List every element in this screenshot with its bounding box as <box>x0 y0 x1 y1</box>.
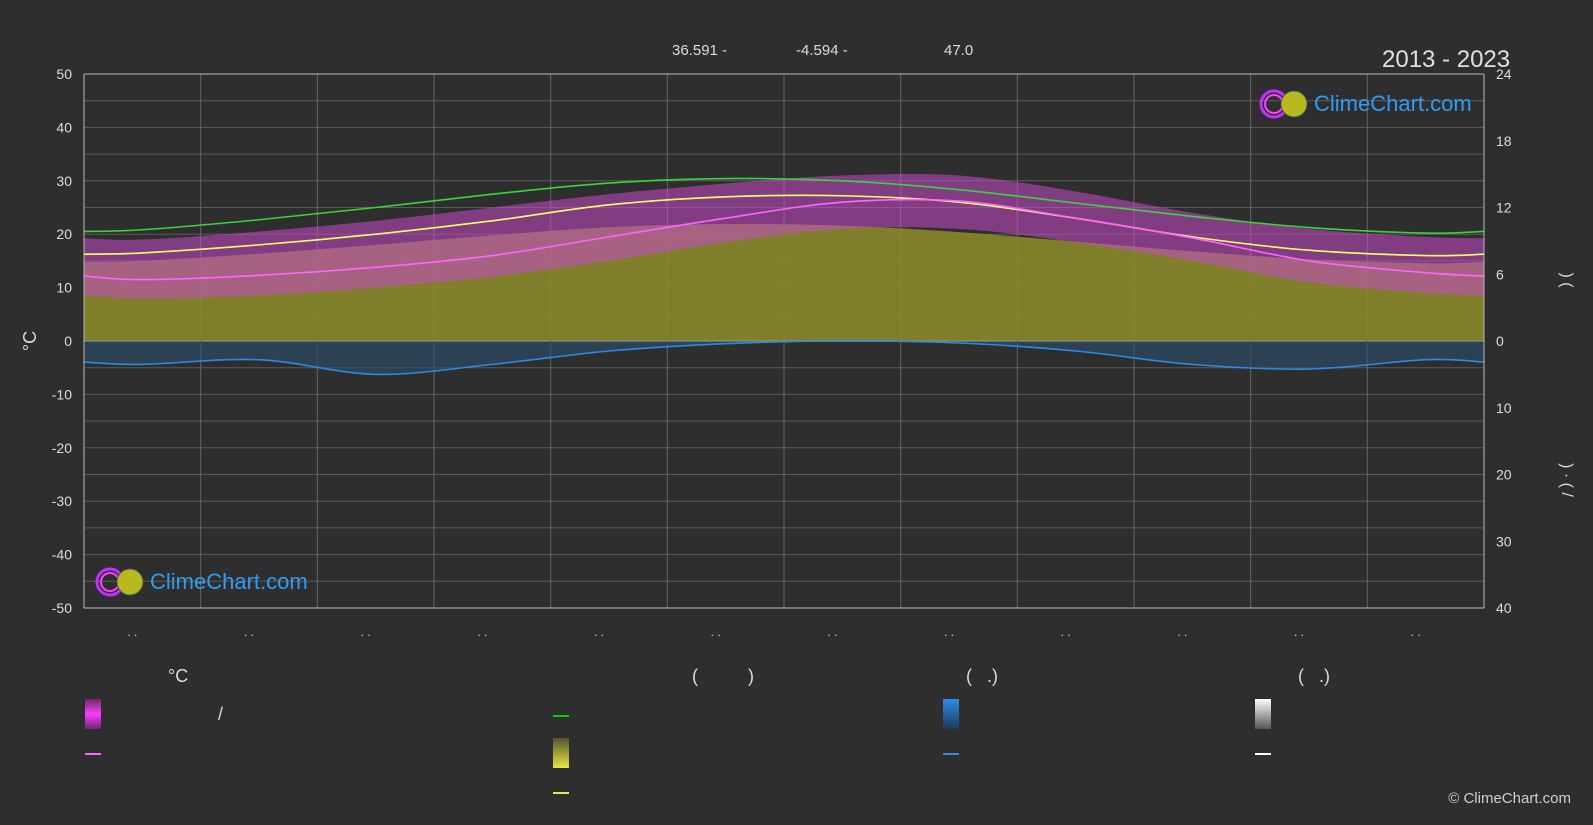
legend-rain-swatch <box>943 699 959 729</box>
y-tick-left: 40 <box>56 119 72 135</box>
climechart-logo-icon <box>1259 89 1308 119</box>
y-tick-right-hours: 12 <box>1496 200 1512 216</box>
x-tick-month: . . <box>711 625 721 639</box>
legend-rain-line <box>943 753 959 755</box>
legend-daylight-line <box>553 715 569 717</box>
legend-snow-header: ( .) <box>1298 666 1330 686</box>
rain-area <box>84 340 1484 375</box>
chart-title: 2013 - 2023 <box>1382 46 1511 73</box>
tick-labels: 50 40 30 20 10 0 -10 -20 -30 -40 -50 24 18 12 6 0 10 20 30… <box>20 66 1575 639</box>
brand-logo-bottom[interactable]: ClimeChart.com <box>94 565 354 599</box>
x-tick-month: . . <box>1177 625 1187 639</box>
y-tick-right-hours: 24 <box>1496 66 1512 82</box>
legend-mean-temp-line <box>85 753 101 755</box>
y-tick-right-precip: 20 <box>1496 467 1512 483</box>
y-tick-right-precip: 40 <box>1496 600 1512 616</box>
temperature-bands <box>84 173 1484 375</box>
y-tick-left: -30 <box>52 493 72 509</box>
series-line-rain <box>83 340 1485 376</box>
series-line-mean_temp <box>83 198 1485 281</box>
y-tick-left: -50 <box>52 600 72 616</box>
x-tick-month: . . <box>477 625 487 639</box>
y-tick-left: 30 <box>56 173 72 189</box>
y-tick-right-precip: 10 <box>1496 400 1512 416</box>
x-tick-month: . . <box>1294 625 1304 639</box>
x-tick-month: . . <box>361 625 371 639</box>
x-tick-month: . . <box>827 625 837 639</box>
x-tick-month: . . <box>944 625 954 639</box>
x-tick-month: . . <box>594 625 604 639</box>
series-line-daylight <box>83 177 1485 235</box>
y-tick-left: -10 <box>52 386 72 402</box>
y-tick-right-hours: 6 <box>1496 266 1504 282</box>
header-latitude: 36.591 - <box>672 42 728 59</box>
y-axis-label-right-lower: ) · ( / <box>1558 463 1575 497</box>
brand-name-top: ClimeChart.com <box>1314 91 1472 116</box>
legend-sunshine-swatch <box>553 738 569 768</box>
header-elevation: 47.0 <box>944 42 974 59</box>
series-line-max_temp <box>83 194 1485 257</box>
legend-temp-range-swatch <box>85 699 101 729</box>
temperature-range-band <box>84 173 1484 299</box>
x-tick-month: . . <box>244 625 254 639</box>
legend-snow-line <box>1255 753 1271 755</box>
legend-temp-header: °C <box>168 666 189 686</box>
x-tick-month: . . <box>1061 625 1071 639</box>
copyright: © ClimeChart.com <box>1448 790 1571 807</box>
legend-slash: / <box>218 704 224 724</box>
y-tick-right-precip: 30 <box>1496 533 1512 549</box>
brand-logo-top[interactable]: ClimeChart.com <box>1258 87 1518 121</box>
climechart-logo-icon <box>95 567 144 597</box>
y-axis-label-right-upper: ) ( <box>1558 272 1575 288</box>
y-tick-left: -20 <box>52 440 72 456</box>
y-tick-right-hours: 0 <box>1496 333 1504 349</box>
y-tick-right-hours: 18 <box>1496 133 1512 149</box>
y-tick-left: 0 <box>64 333 72 349</box>
series-lines <box>83 177 1485 376</box>
x-tick-month: . . <box>127 625 137 639</box>
legend-sun-header: ( ) <box>692 666 754 686</box>
brand-name-bottom: ClimeChart.com <box>150 569 308 594</box>
header-longitude: -4.594 - <box>796 42 848 59</box>
x-tick-month: . . <box>1411 625 1421 639</box>
legend-snow-swatch <box>1255 699 1271 729</box>
y-tick-left: -40 <box>52 547 72 563</box>
chart-axes <box>83 73 1485 609</box>
y-tick-left: 10 <box>56 280 72 296</box>
legend-rain-header: ( .) <box>966 666 998 686</box>
y-tick-left: 20 <box>56 226 72 242</box>
legend-sunshine-line <box>553 792 569 794</box>
y-axis-label-left: °C <box>20 331 40 351</box>
y-tick-left: 50 <box>56 66 72 82</box>
